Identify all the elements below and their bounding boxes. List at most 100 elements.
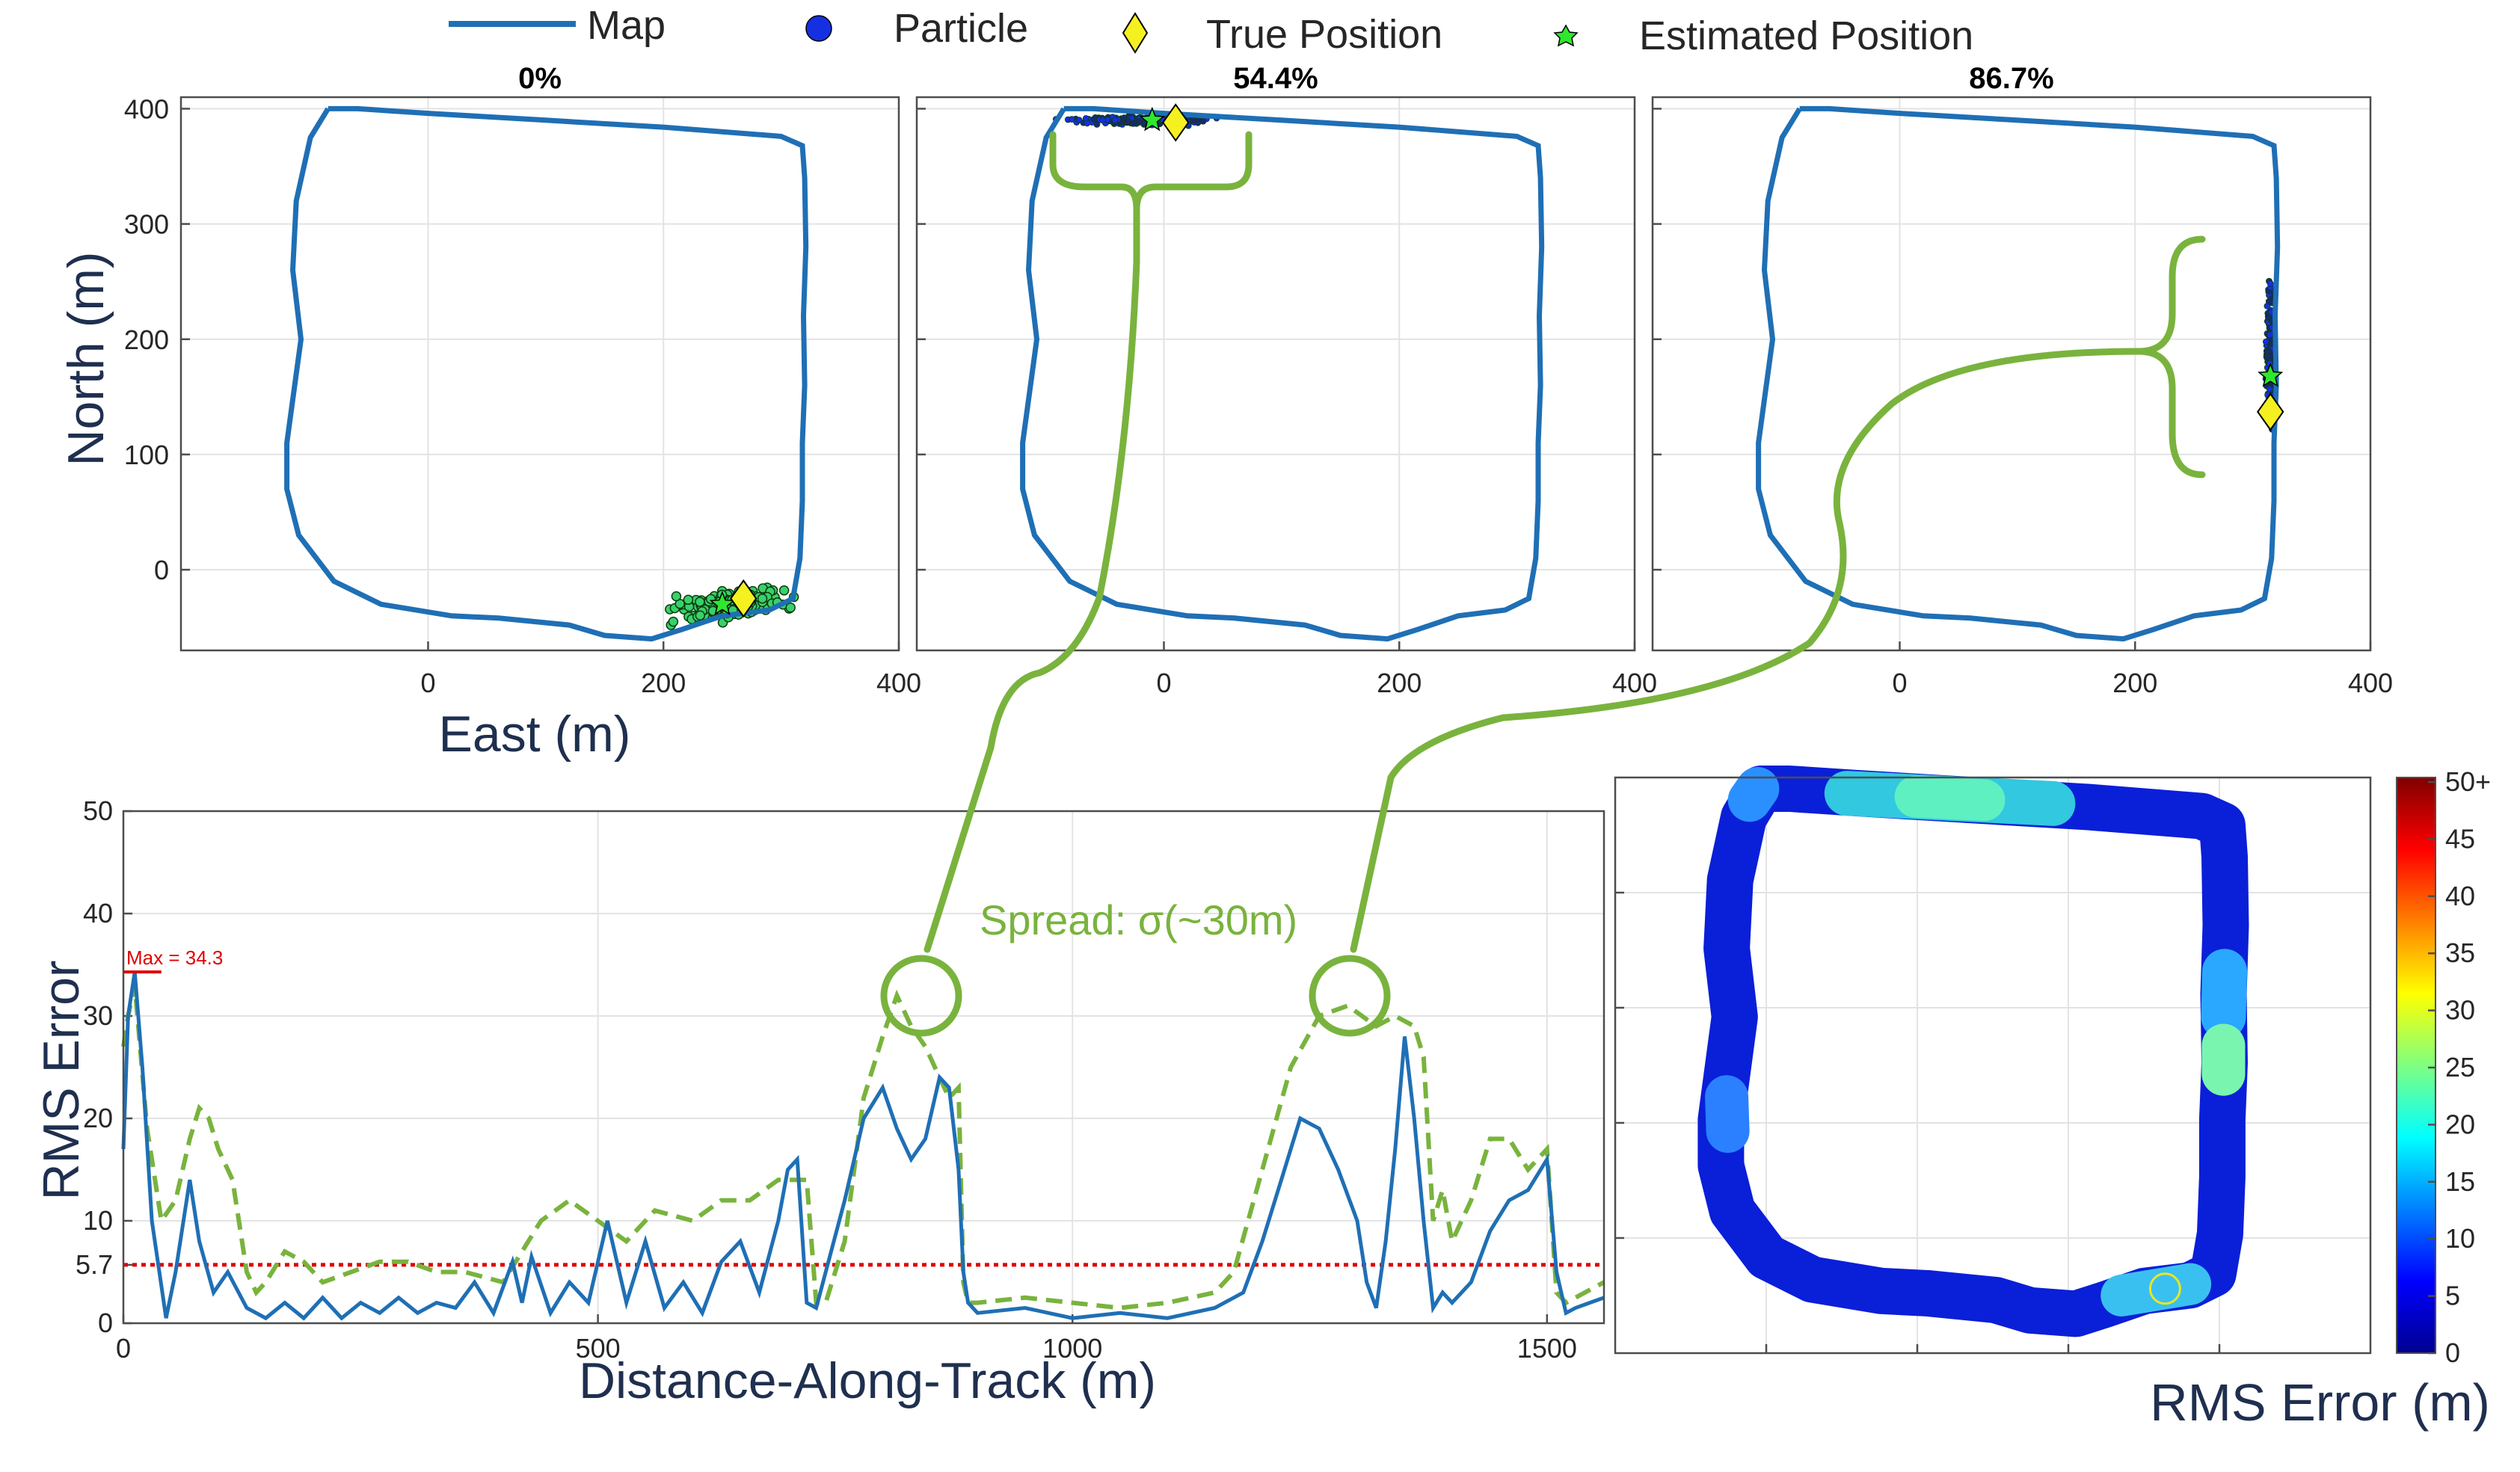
p1-xtick-label: 400 (876, 668, 921, 698)
p1-map-track (284, 105, 809, 642)
particle (2265, 348, 2272, 355)
particle (785, 603, 796, 613)
rms-spread-series (121, 985, 1605, 1311)
p2-title: 54.4% (1233, 62, 1318, 95)
estimated-position-marker (2258, 363, 2284, 387)
particle (668, 616, 679, 627)
particle (695, 597, 705, 607)
p2-xtick-label: 200 (1377, 668, 1422, 698)
estimated-position-marker (709, 591, 736, 615)
particle (757, 593, 768, 604)
heatmap-position-marker (2148, 1272, 2181, 1305)
p2-frame (915, 96, 1636, 652)
heatmap-hotspot (1727, 767, 1780, 822)
p1-frame (179, 96, 900, 652)
rms-ytick-label: 0 (98, 1308, 113, 1338)
spread-annotation-label: Spread: σ(~30m) (980, 896, 1297, 943)
particle (1130, 120, 1137, 127)
legend-particle-label: Particle (894, 6, 1028, 51)
colorbar-gradient (2396, 777, 2436, 1354)
p1-ytick-label: 0 (154, 555, 169, 585)
heatmap-hotspot (2201, 949, 2247, 1040)
heatmap-hotspot (1894, 775, 2006, 822)
particle (2267, 280, 2274, 287)
colorbar-tick-label: 15 (2445, 1166, 2475, 1197)
colorbar-ticks: 0 5 10 15 20 25 30 35 40 45 50+ (2428, 766, 2491, 1368)
rms-xlabel: Distance-Along-Track (m) (579, 1352, 1156, 1409)
annotation-connector (2138, 235, 2206, 478)
rms-ytick-label: 40 (83, 898, 113, 929)
rms-frame (122, 810, 1605, 1325)
particle (671, 591, 682, 602)
colorbar: 0 5 10 15 20 25 30 35 40 45 50+ RMS Error (m) (2150, 766, 2491, 1432)
particle (1068, 116, 1075, 123)
particle (2266, 386, 2273, 392)
p1-markers (709, 579, 757, 618)
rms-ytick-label: 30 (83, 1000, 113, 1031)
rms-ytick-label: 50 (83, 795, 113, 826)
colorbar-tick-label: 0 (2445, 1337, 2460, 1368)
p1-xlabel: East (m) (439, 706, 631, 763)
p1-title: 0% (518, 62, 562, 95)
map-panel-0pct: 0 200 400 0 100 200 300 400 0% East (m) North (… (58, 62, 921, 763)
particle (778, 585, 790, 596)
rms-ytick-label: 5.7 (76, 1249, 113, 1280)
p2-xtick-label: 0 (1156, 668, 1171, 698)
particle (1099, 117, 1106, 124)
particle (1125, 117, 1131, 125)
rms-ytick-label: 20 (83, 1103, 113, 1133)
colorbar-tick-label: 20 (2445, 1109, 2475, 1139)
max-label: Max = 34.3 (126, 946, 223, 969)
map-panel-86pct: 0 200 400 86.7% (1651, 62, 2393, 698)
colorbar-tick-label: 30 (2445, 995, 2475, 1026)
legend-true-position-marker (1122, 12, 1149, 54)
particle (1084, 120, 1091, 127)
p3-grid: 0 200 400 (1653, 97, 2393, 698)
colorbar-label: RMS Error (m) (2150, 1373, 2490, 1432)
heatmap-hotspots (1705, 767, 2247, 1317)
p3-xtick-label: 400 (2348, 668, 2393, 698)
annotation-circle-2 (1309, 955, 1391, 1037)
colorbar-tick-label: 50+ (2445, 766, 2491, 797)
p3-frame (1651, 96, 2372, 652)
colorbar-tick-label: 35 (2445, 937, 2475, 968)
colorbar-tick-label: 45 (2445, 823, 2475, 854)
particle (1111, 117, 1119, 124)
p3-title: 86.7% (1969, 62, 2053, 95)
legend-estimated-position-marker (1553, 24, 1579, 47)
rms-grid: 0 500 1000 1500 0 5.7 10 20 30 40 50 (76, 795, 1604, 1364)
p1-ytick-label: 300 (124, 209, 169, 240)
particle (683, 594, 694, 606)
heatmap-track-base (1697, 766, 2249, 1337)
p1-ylabel: North (m) (58, 251, 114, 466)
rms-heatmap-track (1614, 766, 2372, 1355)
particle (1090, 115, 1098, 123)
legend-map-label: Map (587, 3, 666, 48)
p3-map-track (1756, 105, 2281, 642)
particle (1136, 118, 1143, 126)
p1-ytick-label: 200 (124, 324, 169, 355)
p3-xtick-label: 0 (1892, 668, 1907, 698)
p2-xtick-label: 400 (1612, 668, 1657, 698)
heatmap-hotspot (1705, 1075, 1750, 1154)
p2-markers (1139, 103, 1190, 142)
legend-particle-marker (805, 15, 832, 42)
spread-annotations: Spread: σ(~30m) (880, 131, 2206, 1037)
p1-ytick-label: 400 (124, 93, 169, 124)
annotation-connector (924, 206, 1140, 953)
p3-markers (2257, 363, 2284, 431)
annotation-connector (1350, 348, 2142, 953)
rms-xtick-label: 1000 (1042, 1333, 1102, 1364)
colorbar-tick-label: 25 (2445, 1052, 2475, 1083)
rms-ylabel: RMS Error (33, 960, 90, 1200)
colorbar-tick-label: 5 (2445, 1281, 2460, 1311)
rms-error-series (121, 971, 1605, 1321)
annotation-circle-1 (880, 955, 962, 1037)
rms-xtick-label: 1500 (1517, 1333, 1577, 1364)
particle (1075, 117, 1083, 124)
p1-xtick-label: 200 (641, 668, 686, 698)
true-position-marker (1162, 103, 1190, 142)
p1-ytick-label: 100 (124, 440, 169, 470)
